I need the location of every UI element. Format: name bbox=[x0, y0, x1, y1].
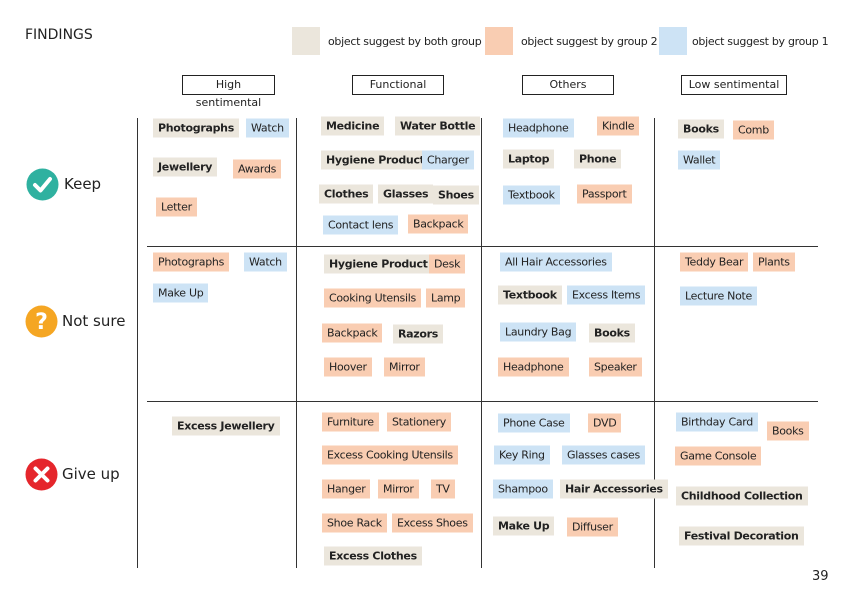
divider bbox=[481, 118, 482, 568]
item-tag: Shoes bbox=[433, 185, 479, 205]
item-tag: Hair Accessories bbox=[560, 479, 668, 499]
divider bbox=[137, 118, 138, 568]
item-tag: Wallet bbox=[678, 150, 721, 170]
item-tag: Diffuser bbox=[567, 517, 618, 537]
item-tag: Watch bbox=[244, 252, 287, 272]
item-tag: Phone Case bbox=[498, 413, 570, 433]
row-label: Keep bbox=[64, 175, 102, 193]
item-tag: All Hair Accessories bbox=[500, 252, 612, 272]
item-tag: Excess Clothes bbox=[324, 546, 422, 566]
item-tag: Excess Items bbox=[567, 285, 646, 305]
item-tag: Birthday Card bbox=[676, 412, 758, 432]
item-tag: Cooking Utensils bbox=[324, 288, 421, 308]
item-tag: Photographs bbox=[153, 118, 239, 138]
item-tag: Jewellery bbox=[153, 157, 218, 177]
item-tag: Books bbox=[767, 421, 809, 441]
divider bbox=[147, 246, 818, 247]
legend-text: object suggest by both group bbox=[328, 35, 482, 48]
item-tag: Excess Cooking Utensils bbox=[322, 445, 458, 465]
item-tag: Furniture bbox=[322, 412, 379, 432]
item-tag: Laptop bbox=[503, 149, 555, 169]
divider bbox=[296, 118, 297, 568]
item-tag: Headphone bbox=[503, 118, 574, 138]
item-tag: Make Up bbox=[493, 516, 555, 536]
item-tag: Glasses bbox=[378, 184, 434, 204]
item-tag: Backpack bbox=[408, 214, 469, 234]
item-tag: Contact lens bbox=[323, 215, 399, 235]
item-tag: Mirror bbox=[384, 357, 425, 377]
item-tag: Comb bbox=[733, 120, 774, 140]
item-tag: Charger bbox=[422, 150, 474, 170]
keep-icon bbox=[26, 168, 59, 201]
column-header: High sentimental bbox=[182, 75, 275, 109]
item-tag: Teddy Bear bbox=[680, 252, 749, 272]
legend-swatch bbox=[292, 27, 320, 55]
item-tag: Photographs bbox=[153, 252, 230, 272]
divider bbox=[147, 401, 818, 402]
column-header: Others bbox=[522, 75, 614, 95]
item-tag: Shampoo bbox=[493, 479, 553, 499]
title: FINDINGS bbox=[25, 27, 93, 43]
item-tag: Medicine bbox=[321, 116, 385, 136]
give-up-icon bbox=[25, 458, 58, 491]
item-tag: Excess Shoes bbox=[392, 513, 473, 533]
item-tag: Hoover bbox=[324, 357, 372, 377]
not-sure-icon: ? bbox=[25, 305, 58, 338]
item-tag: Razors bbox=[393, 324, 444, 344]
item-tag: Desk bbox=[429, 254, 466, 274]
item-tag: Watch bbox=[246, 118, 289, 138]
item-tag: Game Console bbox=[675, 446, 762, 466]
item-tag: Phone bbox=[574, 149, 622, 169]
item-tag: Textbook bbox=[498, 285, 562, 305]
item-tag: Excess Jewellery bbox=[172, 416, 280, 436]
item-tag: Mirror bbox=[378, 479, 419, 499]
item-tag: Stationery bbox=[387, 412, 451, 432]
item-tag: Festival Decoration bbox=[679, 526, 804, 546]
item-tag: Laundry Bag bbox=[500, 322, 577, 342]
item-tag: Books bbox=[589, 323, 635, 343]
item-tag: Hanger bbox=[322, 479, 371, 499]
svg-text:?: ? bbox=[35, 310, 48, 335]
column-header: Low sentimental bbox=[681, 75, 787, 95]
item-tag: Plants bbox=[753, 252, 795, 272]
legend-swatch bbox=[659, 27, 687, 55]
item-tag: Headphone bbox=[498, 357, 569, 377]
item-tag: Glasses cases bbox=[562, 445, 645, 465]
item-tag: Textbook bbox=[503, 185, 560, 205]
item-tag: Passport bbox=[577, 184, 632, 204]
item-tag: Lecture Note bbox=[680, 286, 758, 306]
item-tag: Key Ring bbox=[494, 445, 550, 465]
row-label: Not sure bbox=[62, 312, 126, 330]
item-tag: Backpack bbox=[322, 323, 383, 343]
item-tag: Awards bbox=[233, 159, 282, 179]
column-header: Functional bbox=[352, 75, 444, 95]
item-tag: Letter bbox=[156, 197, 197, 217]
divider bbox=[654, 118, 655, 568]
item-tag: DVD bbox=[588, 413, 622, 433]
row-label: Give up bbox=[62, 465, 120, 483]
item-tag: Hygiene Product bbox=[321, 150, 430, 170]
item-tag: Childhood Collection bbox=[676, 486, 808, 506]
item-tag: Clothes bbox=[319, 184, 374, 204]
item-tag: TV bbox=[431, 479, 455, 499]
item-tag: Hygiene Product bbox=[324, 254, 433, 274]
item-tag: Lamp bbox=[426, 288, 466, 308]
item-tag: Water Bottle bbox=[395, 116, 481, 136]
legend-swatch bbox=[485, 27, 513, 55]
legend-text: object suggest by group 1 bbox=[692, 35, 829, 48]
page-number: 39 bbox=[812, 569, 829, 584]
item-tag: Speaker bbox=[589, 357, 642, 377]
item-tag: Make Up bbox=[153, 283, 209, 303]
item-tag: Kindle bbox=[597, 116, 640, 136]
item-tag: Shoe Rack bbox=[322, 513, 387, 533]
legend-text: object suggest by group 2 bbox=[521, 35, 658, 48]
item-tag: Books bbox=[678, 119, 724, 139]
